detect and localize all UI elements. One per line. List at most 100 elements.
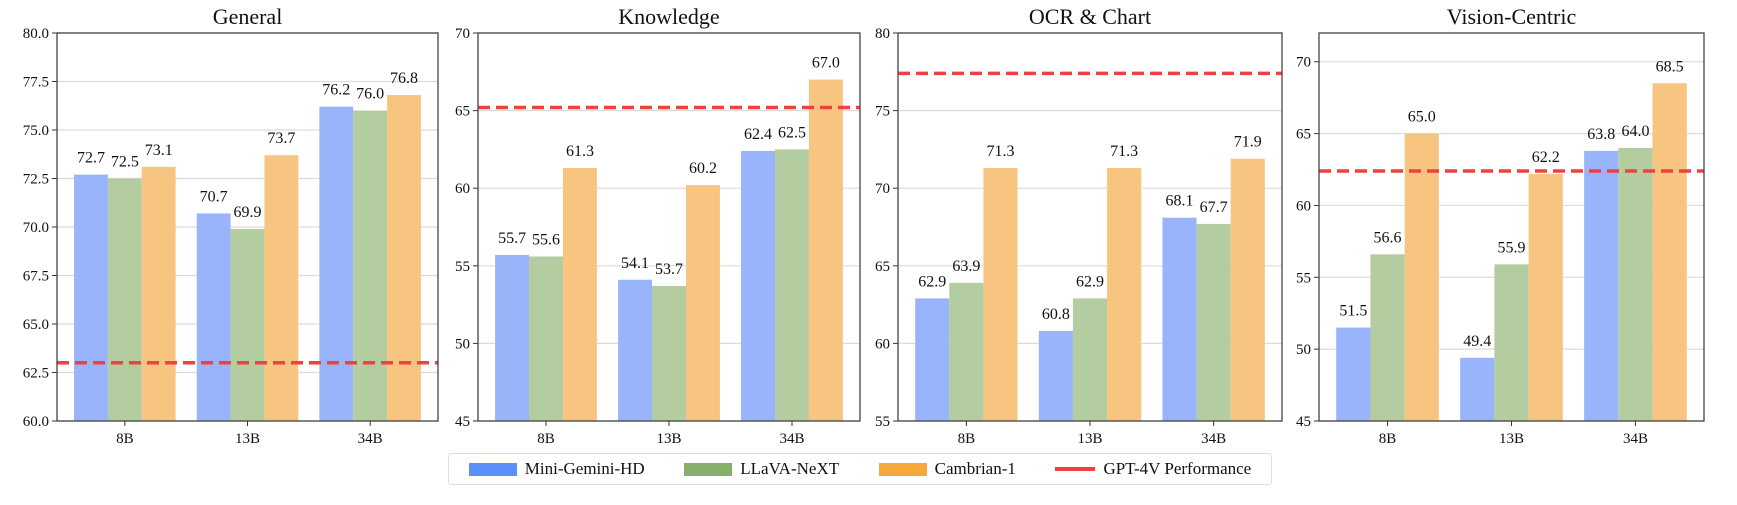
x-tick-label: 13B <box>235 431 260 447</box>
y-tick-label: 55 <box>1296 270 1311 286</box>
bar-llava-next <box>1072 298 1108 421</box>
y-tick-label: 70 <box>1296 55 1311 71</box>
legend-swatch-llava-next <box>684 462 733 476</box>
data-label: 65.0 <box>1408 109 1436 126</box>
bar-cambrian-1 <box>685 185 720 421</box>
bar-cambrian-1 <box>1107 168 1142 421</box>
data-label: 62.9 <box>1076 273 1104 290</box>
bar-cambrian-1 <box>1652 83 1687 421</box>
bar-cambrian-1 <box>808 79 843 421</box>
data-label: 62.2 <box>1532 149 1560 166</box>
legend-label: Mini-Gemini-HD <box>524 459 645 478</box>
data-label: 62.9 <box>918 273 946 290</box>
data-label: 69.9 <box>234 204 262 221</box>
data-label: 54.1 <box>621 255 649 272</box>
x-tick-label: 13B <box>1077 431 1102 447</box>
legend-item-llava-next: LLaVA-NeXT <box>684 459 839 479</box>
y-tick-label: 77.5 <box>23 75 49 91</box>
bar-cambrian-1 <box>1230 158 1265 421</box>
y-tick-label: 75.0 <box>23 123 49 139</box>
data-label: 61.3 <box>566 143 594 160</box>
legend-item-gpt-4v: GPT-4V Performance <box>1055 459 1251 479</box>
data-label: 67.0 <box>812 55 840 72</box>
data-label: 71.9 <box>1234 134 1262 151</box>
data-label: 64.0 <box>1621 123 1649 140</box>
legend-swatch-mini-gemini-hd <box>468 462 517 476</box>
bar-cambrian-1 <box>983 168 1018 421</box>
bar-mini-gemini-hd <box>74 174 108 421</box>
y-tick-label: 62.5 <box>23 366 49 382</box>
y-tick-label: 80.0 <box>23 26 49 42</box>
bar-mini-gemini-hd <box>1584 150 1619 421</box>
bar-cambrian-1 <box>1404 133 1439 421</box>
data-label: 68.5 <box>1656 58 1684 75</box>
data-label: 73.1 <box>145 142 173 159</box>
data-label: 49.4 <box>1463 333 1491 350</box>
x-tick-label: 13B <box>1499 431 1524 447</box>
bar-mini-gemini-hd <box>495 254 530 421</box>
data-label: 68.1 <box>1166 193 1194 210</box>
x-tick-label: 34B <box>358 431 383 447</box>
data-label: 60.8 <box>1042 306 1070 323</box>
bar-mini-gemini-hd <box>1162 217 1197 421</box>
data-label: 60.2 <box>689 160 717 177</box>
data-label: 63.9 <box>952 258 980 275</box>
data-label: 71.3 <box>986 143 1014 160</box>
y-tick-label: 70.0 <box>23 220 49 236</box>
x-tick-label: 8B <box>1379 431 1397 447</box>
legend-item-cambrian-1: Cambrian-1 <box>878 459 1016 479</box>
y-tick-label: 50 <box>1296 342 1311 358</box>
bar-llava-next <box>949 282 984 421</box>
bar-mini-gemini-hd <box>1460 357 1495 421</box>
bar-llava-next <box>1196 223 1231 421</box>
legend-swatch-cambrian-1 <box>878 462 927 476</box>
bar-cambrian-1 <box>264 155 299 421</box>
data-label: 76.2 <box>322 82 350 99</box>
data-label: 72.7 <box>77 150 105 167</box>
x-tick-label: 34B <box>1201 431 1226 447</box>
bar-mini-gemini-hd <box>319 106 354 421</box>
bar-llava-next <box>1494 264 1529 421</box>
y-tick-label: 65 <box>875 259 890 275</box>
bar-llava-next <box>107 178 142 421</box>
bar-mini-gemini-hd <box>915 298 950 421</box>
data-label: 63.8 <box>1587 126 1615 143</box>
bar-cambrian-1 <box>1528 173 1563 421</box>
bar-llava-next <box>775 149 809 421</box>
y-tick-label: 50 <box>455 336 470 352</box>
y-tick-label: 72.5 <box>23 172 49 188</box>
y-tick-label: 67.5 <box>23 269 49 285</box>
data-label: 55.7 <box>498 230 526 247</box>
y-tick-label: 60 <box>455 181 470 197</box>
data-label: 55.9 <box>1498 239 1526 256</box>
bar-mini-gemini-hd <box>741 150 776 421</box>
chart-title: General <box>213 4 283 29</box>
bar-mini-gemini-hd <box>618 279 653 421</box>
y-tick-label: 70 <box>455 26 470 42</box>
y-tick-label: 60 <box>1296 198 1311 214</box>
bar-cambrian-1 <box>141 166 176 421</box>
x-tick-label: 34B <box>779 431 804 447</box>
y-tick-label: 65 <box>1296 127 1311 143</box>
bar-llava-next <box>230 228 265 421</box>
legend-label: GPT-4V Performance <box>1103 459 1252 478</box>
data-label: 55.6 <box>532 231 560 248</box>
bar-mini-gemini-hd <box>1038 330 1073 421</box>
y-tick-label: 70 <box>875 181 890 197</box>
bar-mini-gemini-hd <box>196 213 231 421</box>
y-tick-label: 80 <box>875 26 890 42</box>
legend-item-mini-gemini-hd: Mini-Gemini-HD <box>468 459 645 479</box>
legend: Mini-Gemini-HD LLaVA-NeXT Cambrian-1 GPT… <box>448 453 1272 485</box>
y-tick-label: 75 <box>875 104 890 120</box>
data-label: 70.7 <box>200 188 228 205</box>
data-label: 51.5 <box>1339 303 1367 320</box>
bar-mini-gemini-hd <box>1336 327 1371 421</box>
data-label: 72.5 <box>111 154 139 171</box>
bar-llava-next <box>1370 254 1405 421</box>
data-label: 71.3 <box>1110 143 1138 160</box>
legend-swatch-gpt-4v-line <box>1055 467 1096 471</box>
data-label: 76.0 <box>356 86 384 103</box>
bar-cambrian-1 <box>387 95 421 421</box>
bar-llava-next <box>1618 147 1653 422</box>
data-label: 53.7 <box>655 261 683 278</box>
